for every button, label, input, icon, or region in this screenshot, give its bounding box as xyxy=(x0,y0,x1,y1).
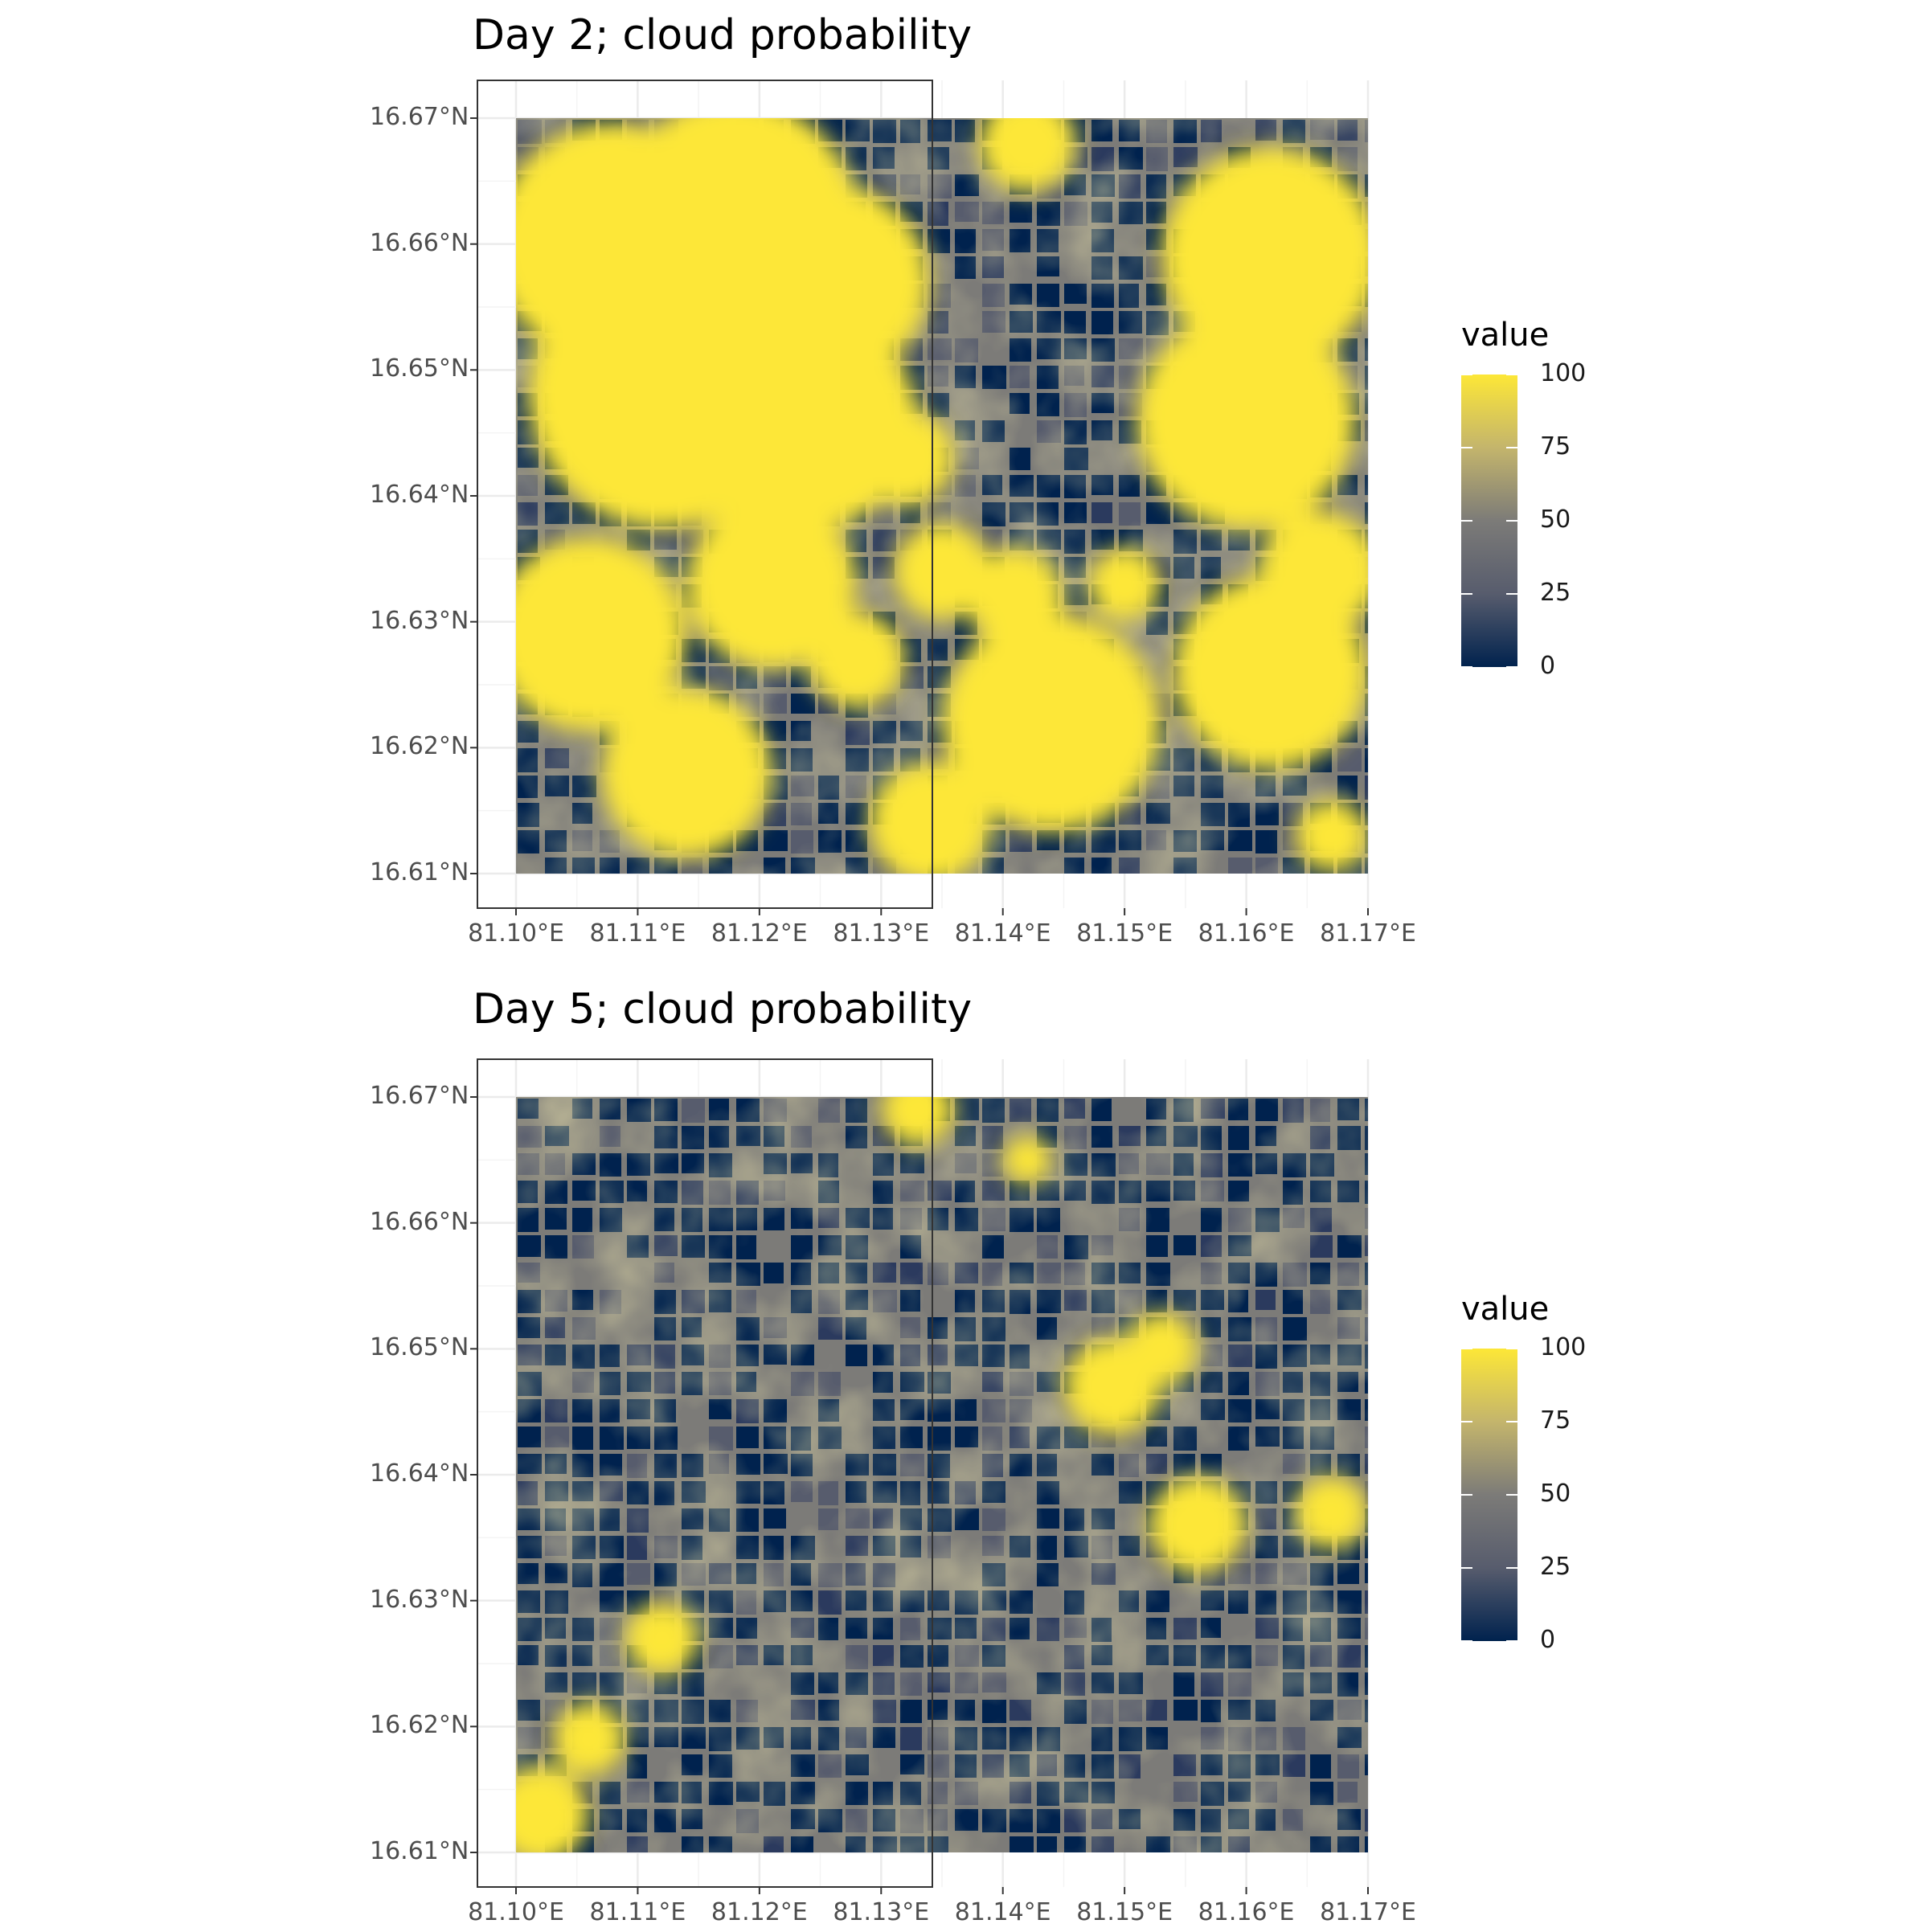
raster-image xyxy=(516,1097,1368,1852)
legend-break-label: 0 xyxy=(1540,1626,1556,1654)
panel-2-legend-title: value xyxy=(1461,1291,1550,1328)
raster-image xyxy=(516,118,1368,874)
cloud-blob xyxy=(686,498,857,669)
legend-break-label: 25 xyxy=(1540,1553,1571,1581)
cloud-blob xyxy=(857,409,955,507)
legend-break-label: 75 xyxy=(1540,432,1571,460)
panel-1 xyxy=(470,80,1517,915)
x-tick-label: 81.17°E xyxy=(1320,919,1416,948)
legend-break-label: 25 xyxy=(1540,579,1571,607)
cloud-blob xyxy=(1295,1476,1368,1549)
cloud-blob xyxy=(1161,147,1368,366)
legend-break-label: 50 xyxy=(1540,1480,1571,1508)
x-tick-label: 81.17°E xyxy=(1320,1898,1416,1926)
y-tick-label: 16.61°N xyxy=(370,1837,469,1865)
panel-border xyxy=(477,1058,933,1888)
x-tick-label: 81.16°E xyxy=(1198,919,1295,948)
y-tick-label: 16.62°N xyxy=(370,1711,469,1740)
y-tick-label: 16.65°N xyxy=(370,1333,469,1362)
panel-1-legend-title: value xyxy=(1461,317,1550,354)
y-tick-label: 16.67°N xyxy=(370,1082,469,1110)
cloud-blob xyxy=(1087,547,1161,621)
cloud-blob xyxy=(1002,1136,1052,1185)
y-tick-label: 16.66°N xyxy=(370,228,469,257)
cloud-blob xyxy=(1124,1312,1198,1386)
cloud-layer xyxy=(516,1097,1368,1852)
y-tick-label: 16.64°N xyxy=(370,1459,469,1488)
cloud-blob xyxy=(601,687,772,858)
cloud-blob xyxy=(978,118,1076,192)
cloud-blob xyxy=(1137,310,1356,530)
panel-border xyxy=(477,80,933,909)
y-tick-label: 16.63°N xyxy=(370,606,469,635)
x-tick-label: 81.12°E xyxy=(711,1898,808,1926)
cloud-blob xyxy=(1149,1476,1247,1574)
y-tick-label: 16.64°N xyxy=(370,481,469,509)
x-tick-label: 81.12°E xyxy=(711,919,808,948)
y-tick-label: 16.66°N xyxy=(370,1207,469,1236)
cloud-blob xyxy=(625,1602,699,1676)
x-tick-label: 81.13°E xyxy=(833,1898,930,1926)
x-tick-label: 81.16°E xyxy=(1198,1898,1295,1926)
x-tick-label: 81.13°E xyxy=(833,919,930,948)
cloud-blob xyxy=(942,612,1161,833)
x-tick-label: 81.10°E xyxy=(468,1898,564,1926)
cloud-blob xyxy=(893,522,991,620)
x-tick-label: 81.14°E xyxy=(954,919,1051,948)
cloud-blob xyxy=(881,1097,955,1147)
x-tick-label: 81.11°E xyxy=(589,1898,686,1926)
cloud-blob xyxy=(516,1766,589,1852)
cloud-blob xyxy=(1173,575,1368,770)
cloud-blob xyxy=(1295,799,1368,873)
cloud-layer xyxy=(516,118,1368,874)
cloud-blob xyxy=(808,611,906,709)
y-tick-label: 16.63°N xyxy=(370,1585,469,1614)
cloud-blob xyxy=(869,762,991,874)
x-tick-label: 81.10°E xyxy=(468,919,564,948)
x-tick-label: 81.11°E xyxy=(589,919,686,948)
legend-break-label: 100 xyxy=(1540,359,1587,387)
y-tick-label: 16.65°N xyxy=(370,354,469,383)
y-tick-label: 16.62°N xyxy=(370,732,469,761)
x-tick-label: 81.15°E xyxy=(1076,1898,1173,1926)
cloud-blob xyxy=(552,1702,626,1776)
panel-2 xyxy=(470,1058,1517,1894)
y-tick-label: 16.67°N xyxy=(370,103,469,131)
legend-break-label: 100 xyxy=(1540,1333,1587,1361)
cloud-blob xyxy=(516,537,686,732)
raster-texture xyxy=(516,1097,1368,1852)
legend-break-label: 50 xyxy=(1540,506,1571,534)
x-tick-label: 81.15°E xyxy=(1076,919,1173,948)
legend-break-label: 0 xyxy=(1540,652,1556,680)
panel-1-title: Day 2; cloud probability xyxy=(473,11,973,59)
y-tick-label: 16.61°N xyxy=(370,858,469,886)
x-tick-label: 81.14°E xyxy=(954,1898,1051,1926)
panel-2-title: Day 5; cloud probability xyxy=(473,985,973,1034)
legend-break-label: 75 xyxy=(1540,1406,1571,1435)
